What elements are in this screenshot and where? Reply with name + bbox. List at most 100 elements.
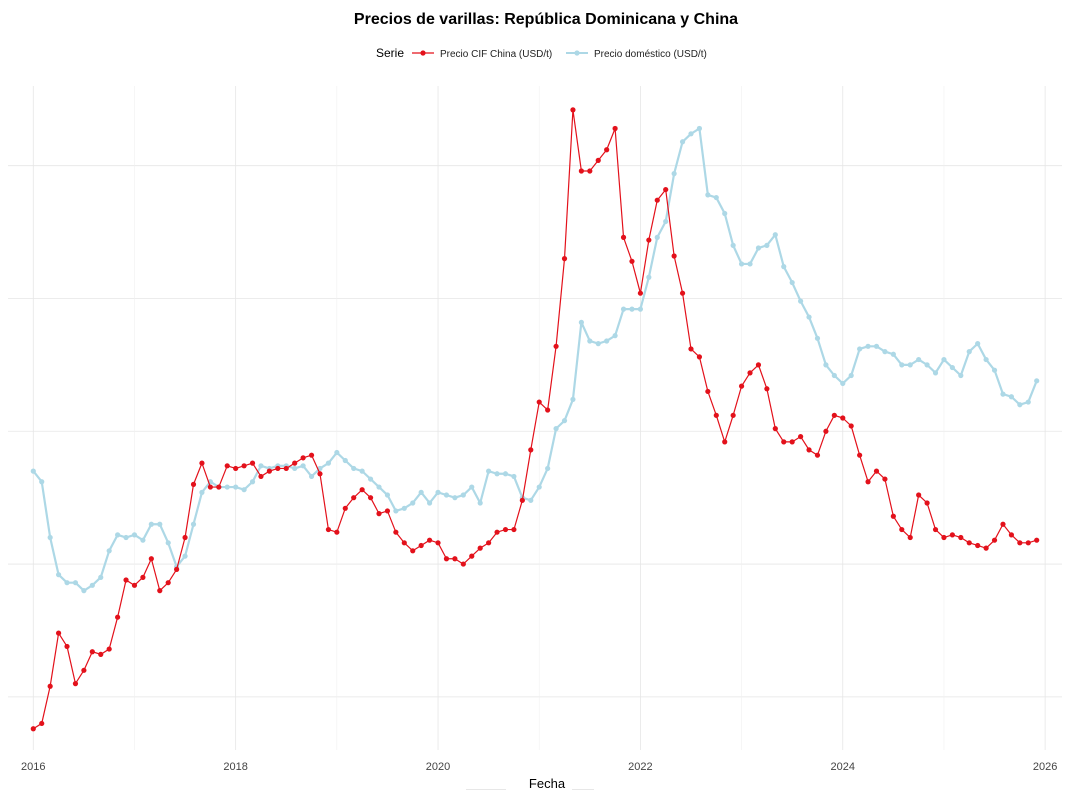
- data-point-china: [351, 495, 357, 501]
- data-point-china: [924, 500, 930, 506]
- data-point-china: [233, 465, 239, 472]
- data-point-china: [789, 439, 795, 445]
- data-point-domestic: [637, 306, 644, 312]
- data-point-china: [157, 588, 163, 594]
- data-point-china: [545, 407, 551, 413]
- data-point-domestic: [393, 508, 399, 514]
- data-point-domestic: [916, 356, 922, 363]
- data-point-domestic: [696, 125, 703, 132]
- data-point-china: [266, 468, 272, 474]
- data-point-china: [241, 463, 247, 469]
- data-point-domestic: [781, 264, 787, 270]
- data-point-domestic: [755, 245, 762, 251]
- data-point-china: [848, 423, 854, 429]
- data-point-domestic: [502, 471, 509, 477]
- data-point-china: [325, 526, 332, 533]
- data-point-china: [772, 426, 778, 432]
- data-point-china: [738, 383, 745, 389]
- legend-label-domestic: Precio doméstico (USD/t): [594, 49, 707, 60]
- data-point-china: [283, 465, 289, 472]
- data-point-domestic: [975, 341, 981, 347]
- data-point-china: [899, 526, 905, 533]
- data-point-china: [916, 492, 922, 498]
- data-point-china: [840, 415, 846, 421]
- data-point-domestic: [292, 465, 298, 472]
- data-point-china: [1034, 537, 1040, 543]
- data-point-china: [991, 537, 998, 543]
- series-line-china: [32, 109, 1037, 730]
- data-point-domestic: [334, 449, 340, 456]
- data-point-china: [384, 508, 391, 514]
- data-point-domestic: [747, 261, 753, 267]
- data-point-domestic: [494, 471, 500, 477]
- data-point-domestic: [553, 426, 559, 432]
- data-point-domestic: [536, 484, 542, 490]
- data-point-china: [671, 253, 677, 259]
- data-point-domestic: [30, 468, 36, 474]
- data-point-domestic: [578, 319, 584, 325]
- data-point-china: [966, 540, 972, 546]
- data-point-domestic: [705, 192, 711, 198]
- data-point-china: [182, 534, 188, 541]
- x-tick-label: 2016: [21, 761, 45, 773]
- data-point-china: [64, 643, 70, 650]
- chart-title: Precios de varillas: República Dominican…: [354, 11, 738, 28]
- data-point-domestic: [469, 484, 475, 490]
- data-point-domestic: [654, 234, 660, 240]
- data-point-china: [410, 548, 416, 554]
- data-point-china: [224, 463, 230, 469]
- data-point-china: [949, 532, 955, 538]
- data-point-china: [300, 455, 306, 461]
- data-point-domestic: [528, 497, 534, 503]
- data-point-china: [55, 630, 62, 636]
- data-point-china: [115, 614, 121, 620]
- data-point-china: [165, 580, 171, 586]
- data-point-domestic: [427, 500, 433, 506]
- data-point-china: [519, 497, 525, 503]
- data-point-china: [148, 556, 154, 562]
- data-point-china: [1025, 540, 1031, 546]
- data-point-domestic: [55, 572, 62, 578]
- data-point-china: [654, 197, 660, 203]
- series-layer: [30, 107, 1040, 732]
- x-axis-title: Fecha: [529, 776, 566, 790]
- data-point-domestic: [106, 548, 112, 554]
- data-point-domestic: [367, 476, 374, 482]
- legend-label-china: Precio CIF China (USD/t): [440, 49, 552, 60]
- data-point-domestic: [401, 505, 407, 511]
- data-point-china: [469, 553, 475, 559]
- data-point-china: [873, 468, 880, 474]
- data-point-domestic: [679, 139, 686, 145]
- data-point-domestic: [165, 540, 171, 546]
- data-point-china: [418, 542, 424, 549]
- data-point-domestic: [157, 521, 163, 527]
- data-point-china: [781, 439, 787, 445]
- data-point-china: [131, 582, 138, 588]
- data-point-china: [975, 542, 981, 549]
- data-point-domestic: [486, 468, 492, 474]
- data-point-domestic: [907, 362, 913, 368]
- data-point-china: [932, 526, 939, 533]
- data-point-domestic: [671, 171, 677, 177]
- data-point-domestic: [64, 580, 70, 586]
- data-point-china: [798, 433, 804, 440]
- data-point-domestic: [258, 463, 264, 469]
- data-point-domestic: [249, 479, 256, 485]
- data-point-domestic: [418, 489, 424, 495]
- data-point-china: [528, 447, 534, 453]
- data-point-domestic: [848, 372, 854, 379]
- data-point-domestic: [620, 306, 627, 312]
- data-point-china: [174, 566, 180, 572]
- data-point-china: [47, 683, 53, 689]
- data-point-china: [477, 545, 483, 551]
- data-point-china: [637, 290, 644, 296]
- data-point-domestic: [924, 362, 930, 368]
- data-point-domestic: [443, 492, 450, 498]
- data-point-china: [561, 256, 568, 262]
- data-point-domestic: [713, 194, 719, 201]
- data-point-china: [393, 529, 399, 535]
- data-point-china: [536, 399, 542, 405]
- data-point-domestic: [131, 532, 138, 538]
- data-point-domestic: [663, 218, 669, 225]
- data-point-china: [747, 370, 753, 376]
